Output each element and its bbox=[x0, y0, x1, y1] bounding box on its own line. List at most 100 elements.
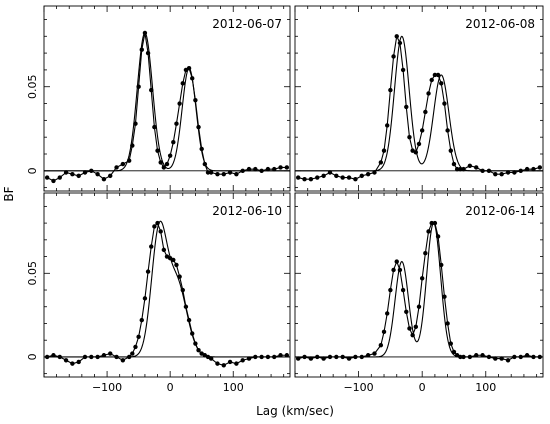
data-point bbox=[278, 165, 283, 170]
data-point bbox=[44, 175, 50, 180]
panel-top-left: 0 0.05 2012-06-07 bbox=[26, 5, 291, 192]
data-point bbox=[524, 353, 530, 358]
data-point bbox=[340, 354, 345, 360]
data-point bbox=[426, 91, 431, 96]
data-point bbox=[505, 170, 511, 175]
panel-frame bbox=[294, 192, 544, 378]
data-point bbox=[426, 229, 431, 234]
data-point bbox=[432, 220, 438, 226]
data-point bbox=[334, 354, 339, 360]
data-point bbox=[70, 361, 75, 366]
data-point bbox=[442, 101, 447, 106]
data-point bbox=[174, 262, 179, 268]
data-point bbox=[101, 177, 107, 182]
data-point bbox=[183, 304, 189, 309]
data-point bbox=[445, 128, 450, 133]
data-point bbox=[265, 354, 271, 360]
data-point bbox=[82, 354, 88, 360]
data-point bbox=[400, 287, 406, 293]
data-point bbox=[142, 296, 148, 301]
data-point bbox=[57, 354, 62, 360]
data-point bbox=[327, 170, 333, 175]
data-point bbox=[265, 166, 271, 172]
data-point bbox=[221, 363, 226, 368]
data-point bbox=[448, 341, 453, 346]
data-point bbox=[302, 354, 307, 360]
data-point bbox=[397, 267, 403, 273]
data-point bbox=[499, 356, 504, 361]
data-point bbox=[196, 124, 201, 130]
data-point bbox=[365, 171, 371, 177]
data-point bbox=[400, 67, 406, 73]
data-point bbox=[167, 153, 173, 158]
data-point bbox=[95, 171, 100, 177]
data-point bbox=[461, 354, 466, 360]
data-point bbox=[51, 178, 56, 184]
data-point bbox=[423, 251, 428, 256]
data-point bbox=[246, 356, 252, 361]
data-point bbox=[161, 247, 167, 253]
data-point bbox=[186, 66, 192, 71]
data-point bbox=[259, 354, 264, 360]
panel-bottom-right: −100 0 100 2012-06-14 bbox=[294, 192, 544, 394]
data-point bbox=[133, 121, 138, 126]
data-point bbox=[76, 359, 81, 365]
data-point bbox=[346, 175, 352, 180]
data-point bbox=[202, 161, 208, 167]
data-point bbox=[136, 84, 141, 89]
data-point bbox=[158, 229, 163, 234]
data-point bbox=[388, 87, 393, 93]
data-point bbox=[346, 356, 352, 361]
data-point bbox=[308, 356, 314, 361]
data-point bbox=[136, 334, 141, 340]
data-point bbox=[145, 50, 151, 56]
data-point bbox=[493, 356, 498, 361]
data-point bbox=[89, 354, 94, 360]
data-point bbox=[234, 171, 239, 177]
data-point bbox=[407, 134, 412, 140]
data-point bbox=[177, 101, 182, 106]
data-point bbox=[199, 146, 204, 152]
data-point bbox=[413, 324, 419, 330]
data-point bbox=[193, 341, 198, 346]
data-point bbox=[126, 158, 132, 163]
data-point bbox=[372, 351, 377, 356]
data-point bbox=[155, 220, 160, 226]
panel-top-right: 2012-06-08 bbox=[294, 5, 544, 192]
y-tick-label: 0 bbox=[26, 353, 39, 360]
data-point bbox=[149, 244, 154, 249]
observed-line bbox=[298, 222, 540, 361]
data-point bbox=[186, 317, 192, 323]
data-point bbox=[315, 175, 320, 180]
fit-curve bbox=[295, 35, 543, 172]
data-point bbox=[70, 171, 75, 177]
data-point bbox=[378, 343, 384, 348]
data-point bbox=[76, 173, 81, 179]
data-point bbox=[404, 309, 409, 314]
x-tick-label: −100 bbox=[343, 381, 373, 394]
data-point bbox=[518, 168, 523, 174]
data-point bbox=[302, 177, 307, 182]
data-point bbox=[365, 353, 371, 358]
data-point bbox=[284, 353, 290, 358]
observed-line bbox=[298, 34, 540, 180]
fit-curve bbox=[44, 220, 290, 358]
data-point bbox=[278, 353, 283, 358]
x-tick-label: 100 bbox=[223, 381, 244, 394]
data-point bbox=[391, 54, 396, 59]
data-point bbox=[295, 175, 301, 180]
data-point bbox=[253, 354, 258, 360]
data-point bbox=[419, 276, 425, 281]
data-point bbox=[394, 34, 399, 39]
data-point bbox=[193, 97, 198, 103]
data-point bbox=[315, 354, 320, 360]
data-point bbox=[493, 171, 498, 177]
data-point bbox=[327, 354, 333, 360]
data-point bbox=[240, 168, 245, 174]
data-point bbox=[82, 170, 88, 175]
data-point bbox=[404, 104, 409, 110]
data-point bbox=[114, 354, 119, 360]
data-point bbox=[253, 166, 258, 172]
x-tick-label: 100 bbox=[475, 381, 496, 394]
data-point bbox=[171, 257, 176, 263]
